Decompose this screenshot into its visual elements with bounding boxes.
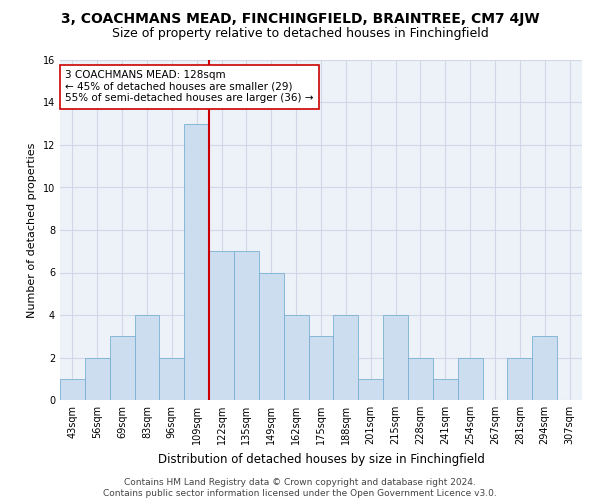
Bar	[284, 315, 308, 400]
X-axis label: Distribution of detached houses by size in Finchingfield: Distribution of detached houses by size …	[158, 452, 484, 466]
Bar	[134, 315, 160, 400]
Bar	[110, 336, 134, 400]
Bar	[532, 336, 557, 400]
Bar	[334, 315, 358, 400]
Text: Contains HM Land Registry data © Crown copyright and database right 2024.
Contai: Contains HM Land Registry data © Crown c…	[103, 478, 497, 498]
Y-axis label: Number of detached properties: Number of detached properties	[27, 142, 37, 318]
Bar	[234, 251, 259, 400]
Bar	[209, 251, 234, 400]
Bar	[259, 272, 284, 400]
Text: 3, COACHMANS MEAD, FINCHINGFIELD, BRAINTREE, CM7 4JW: 3, COACHMANS MEAD, FINCHINGFIELD, BRAINT…	[61, 12, 539, 26]
Text: 3 COACHMANS MEAD: 128sqm
← 45% of detached houses are smaller (29)
55% of semi-d: 3 COACHMANS MEAD: 128sqm ← 45% of detach…	[65, 70, 314, 103]
Bar	[160, 358, 184, 400]
Bar	[85, 358, 110, 400]
Bar	[358, 379, 383, 400]
Bar	[60, 379, 85, 400]
Bar	[184, 124, 209, 400]
Bar	[408, 358, 433, 400]
Bar	[433, 379, 458, 400]
Bar	[458, 358, 482, 400]
Bar	[308, 336, 334, 400]
Bar	[383, 315, 408, 400]
Bar	[508, 358, 532, 400]
Text: Size of property relative to detached houses in Finchingfield: Size of property relative to detached ho…	[112, 28, 488, 40]
